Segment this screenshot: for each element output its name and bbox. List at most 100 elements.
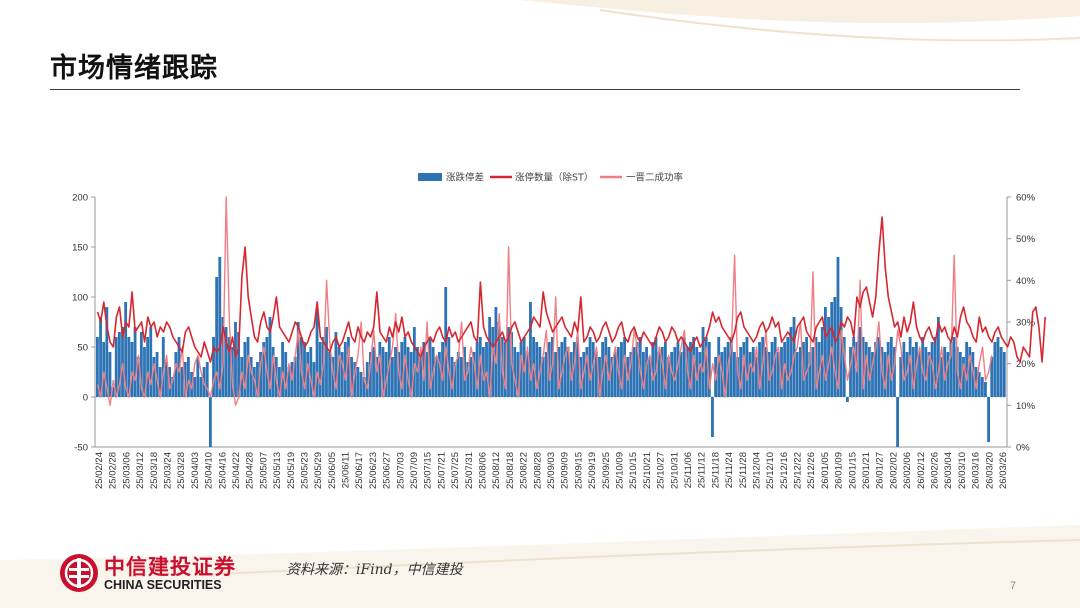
diff-bar <box>293 357 297 397</box>
x-tick-label: 25/07/25 <box>450 452 461 489</box>
y-left-tick-label: 150 <box>72 243 88 254</box>
diff-bar <box>933 337 937 397</box>
legend-swatch-diff <box>418 173 442 181</box>
diff-bar <box>905 352 909 397</box>
diff-bar <box>980 377 984 397</box>
x-tick-label: 25/05/13 <box>272 452 283 489</box>
diff-bar <box>795 352 799 397</box>
diff-bar <box>278 367 281 397</box>
x-tick-label: 26/02/26 <box>930 452 941 489</box>
diff-bar <box>535 342 539 397</box>
diff-bar <box>309 347 313 397</box>
x-tick-label: 26/03/10 <box>957 452 968 489</box>
diff-bar <box>962 357 965 397</box>
diff-bar <box>183 362 187 397</box>
diff-bar <box>325 327 328 397</box>
diff-bar <box>193 377 197 397</box>
market-sentiment-chart: 200 150 100 50 0 -50 60% 50% 40% 30% 20% 10% 0% 25/02… <box>72 172 1046 489</box>
diff-bar <box>974 367 978 397</box>
diff-bar <box>174 352 178 397</box>
diff-bar <box>149 327 153 397</box>
diff-bar <box>136 357 140 397</box>
diff-bar <box>908 337 912 397</box>
x-tick-label: 25/06/05 <box>327 452 338 489</box>
diff-bar <box>660 347 664 397</box>
x-tick-label: 25/04/22 <box>231 452 242 489</box>
diff-bar <box>918 352 921 397</box>
x-tick-label: 25/09/15 <box>573 452 584 489</box>
diff-bar <box>177 337 181 397</box>
diff-bar <box>375 357 379 397</box>
diff-bar <box>576 337 579 397</box>
diff-bar <box>874 342 878 397</box>
x-tick-label: 25/10/27 <box>656 452 667 489</box>
diff-bar <box>390 357 394 397</box>
limit-up-count-line <box>96 216 1046 363</box>
diff-bar <box>676 342 680 397</box>
diff-bar <box>96 337 99 397</box>
diff-bar <box>312 362 316 397</box>
source-note: 资料来源：iFind，中信建投 <box>286 562 463 578</box>
diff-bar <box>237 332 241 397</box>
x-tick-label: 26/02/06 <box>902 452 913 489</box>
y-right-tick-label: 40% <box>1016 276 1036 287</box>
diff-bar <box>412 327 416 397</box>
diff-bar <box>729 337 733 397</box>
diff-bar <box>469 357 473 397</box>
diff-bar <box>243 342 247 397</box>
diff-bar <box>328 352 332 397</box>
success-rate-line <box>96 196 993 407</box>
x-tick-label: 25/12/10 <box>765 452 776 489</box>
x-tick-label: 26/03/20 <box>984 452 995 489</box>
diff-bar <box>679 352 683 397</box>
diff-bar <box>711 397 714 437</box>
diff-bar <box>651 342 655 397</box>
diff-bar <box>369 352 372 397</box>
legend-label-diff: 涨跌停差 <box>446 172 484 184</box>
diff-bar <box>362 377 366 397</box>
x-tick-label: 26/03/26 <box>998 452 1009 489</box>
diff-bar <box>786 337 790 397</box>
x-tick-label: 25/10/09 <box>614 452 625 489</box>
diff-bar <box>993 342 997 397</box>
diff-bar <box>742 342 746 397</box>
diff-bar <box>940 357 943 397</box>
diff-bar <box>836 257 840 397</box>
diff-bar <box>108 352 112 397</box>
diff-bar <box>654 337 658 397</box>
diff-bar <box>996 337 1000 397</box>
diff-bar <box>977 372 981 397</box>
diff-bar <box>340 352 344 397</box>
x-tick-label: 25/12/04 <box>751 452 762 489</box>
x-tick-label: 25/08/06 <box>478 452 489 489</box>
diff-bar <box>271 347 275 397</box>
diff-bar <box>867 347 871 397</box>
x-tick-label: 25/05/29 <box>313 452 324 489</box>
title-underline <box>50 89 1020 90</box>
diff-bar <box>438 352 441 397</box>
diff-bar <box>893 347 896 397</box>
diff-bar <box>789 327 793 397</box>
diff-bar <box>281 342 284 397</box>
diff-bar <box>481 347 485 397</box>
x-tick-label: 25/06/17 <box>354 452 365 489</box>
diff-bar <box>780 347 783 397</box>
diff-bar <box>902 342 906 397</box>
diff-bar <box>249 357 253 397</box>
diff-bar <box>667 357 670 397</box>
diff-bar <box>635 342 639 397</box>
diff-bar <box>764 347 768 397</box>
diff-bar <box>196 357 200 397</box>
diff-bar <box>165 362 168 397</box>
x-tick-label: 25/05/19 <box>286 452 297 489</box>
diff-bar <box>353 362 357 397</box>
diff-bar <box>883 352 887 397</box>
diff-bar <box>441 342 444 397</box>
diff-bar <box>673 347 677 397</box>
diff-bar <box>598 357 601 397</box>
diff-bar <box>936 317 940 397</box>
diff-bar <box>378 342 382 397</box>
x-tick-label: 25/03/12 <box>135 452 146 489</box>
diff-bar <box>456 352 460 397</box>
diff-bar <box>99 317 102 397</box>
